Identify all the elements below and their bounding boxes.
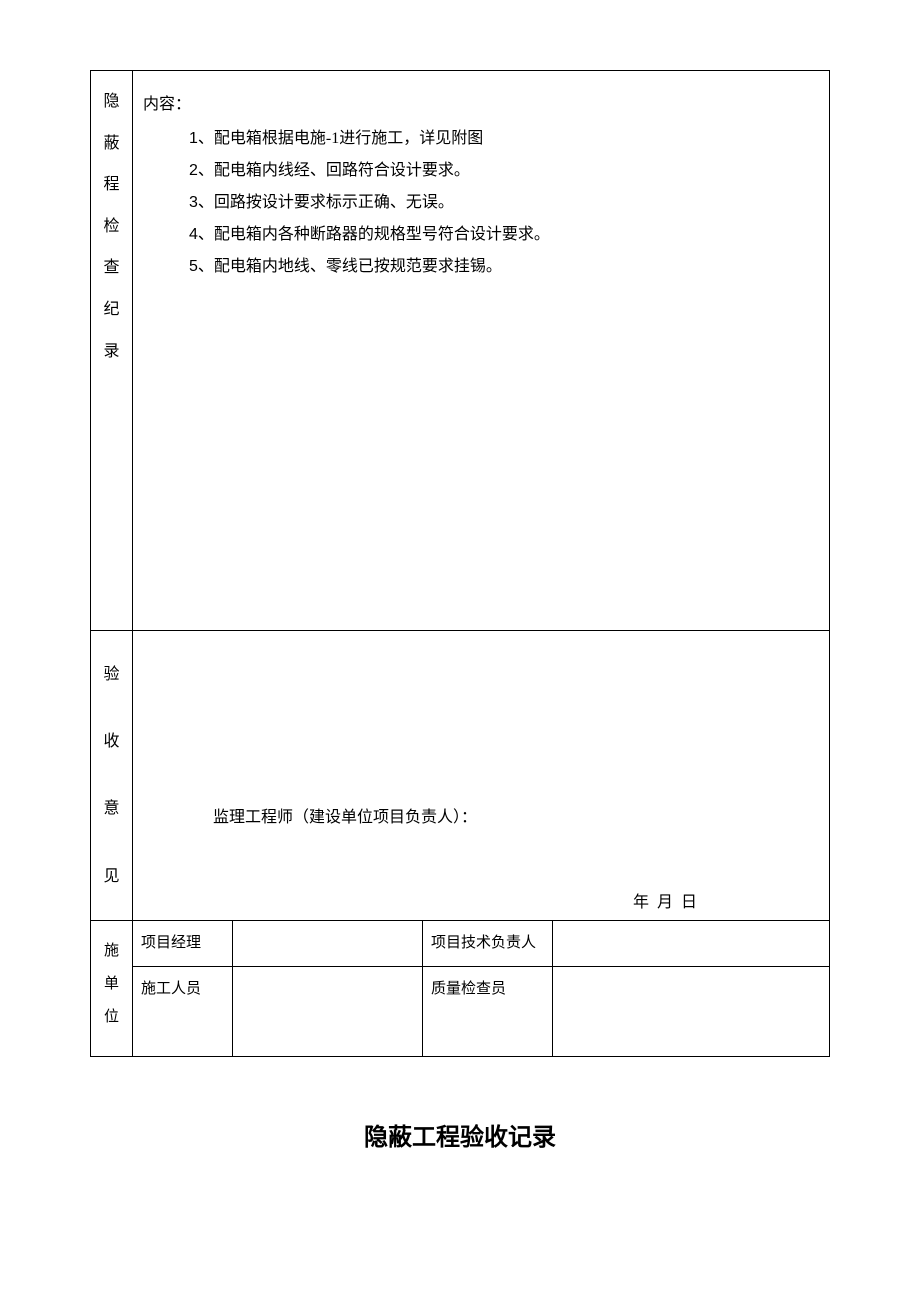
content-item: 5、配电箱内地线、零线已按规范要求挂锡。 [189,251,809,283]
footer-title: 隐蔽工程验收记录 [90,1117,830,1152]
qc-label: 质量检查员 [423,966,553,1056]
content-item: 1、配电箱根据电施-1进行施工，详见附图 [189,123,809,155]
opinion-cell: 监理工程师（建设单位项目负责人）： 年 月 日 [133,631,830,921]
content-cell: 内容： 1、配电箱根据电施-1进行施工，详见附图 2、配电箱内线经、回路符合设计… [133,71,830,631]
header-char: 纪 [103,289,119,331]
content-list: 1、配电箱根据电施-1进行施工，详见附图 2、配电箱内线经、回路符合设计要求。 … [143,123,809,283]
supervisor-label: 监理工程师（建设单位项目负责人）： [213,803,477,827]
header-char: 位 [104,1001,119,1034]
opinion-row: 验 收 意 见 监理工程师（建设单位项目负责人）： 年 月 日 [91,631,830,921]
signature-row-2: 施工人员 质量检查员 [91,966,830,1056]
worker-value [233,966,423,1056]
worker-label: 施工人员 [133,966,233,1056]
section1-header: 隐 蔽 程 检 查 纪 录 [91,71,133,631]
header-char: 收 [103,708,119,775]
pm-label: 项目经理 [133,920,233,966]
header-char: 录 [103,331,119,373]
header-char: 见 [103,843,119,910]
tech-lead-label: 项目技术负责人 [423,920,553,966]
header-char: 意 [103,775,119,842]
header-char: 隐 [103,81,119,123]
content-item: 4、配电箱内各种断路器的规格型号符合设计要求。 [189,219,809,251]
content-item: 3、回路按设计要求标示正确、无误。 [189,187,809,219]
content-item: 2、配电箱内线经、回路符合设计要求。 [189,155,809,187]
inspection-record-table: 隐 蔽 程 检 查 纪 录 内容： 1、配电箱根据电施-1进行施工，详见附图 2… [90,70,830,1057]
header-char: 蔽 [103,123,119,165]
content-label: 内容： [143,89,809,121]
qc-value [553,966,830,1056]
pm-value [233,920,423,966]
header-char: 验 [103,641,119,708]
header-char: 施 [104,935,119,968]
tech-lead-value [553,920,830,966]
opinion-date: 年 月 日 [633,888,699,912]
header-char: 查 [103,247,119,289]
section2-header: 验 收 意 见 [91,631,133,921]
header-char: 单 [104,968,119,1001]
content-row: 隐 蔽 程 检 查 纪 录 内容： 1、配电箱根据电施-1进行施工，详见附图 2… [91,71,830,631]
header-char: 程 [103,164,119,206]
signature-row-1: 施 单 位 项目经理 项目技术负责人 [91,920,830,966]
header-char: 检 [103,206,119,248]
section3-header: 施 单 位 [91,920,133,1056]
